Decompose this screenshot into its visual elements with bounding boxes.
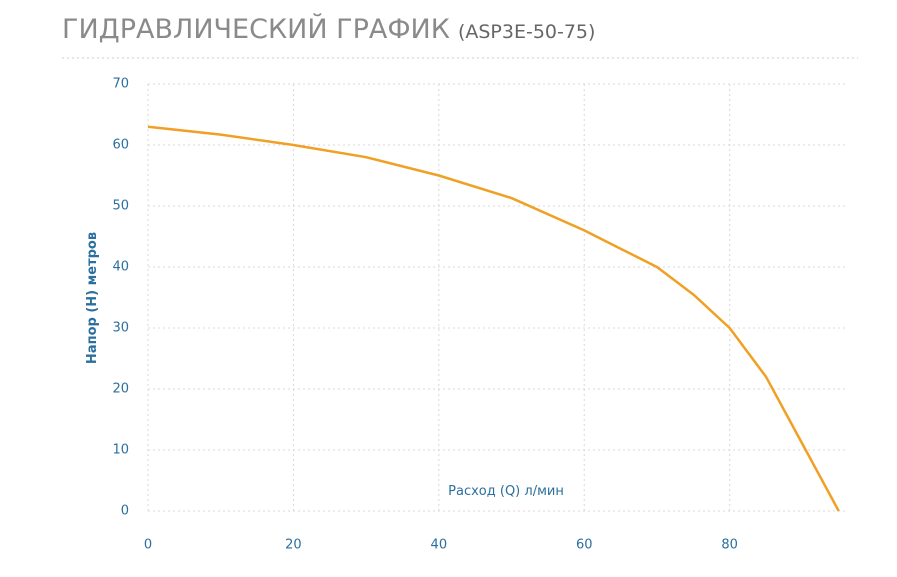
x-tick-label: 20 bbox=[285, 538, 302, 553]
y-tick-label: 10 bbox=[112, 443, 129, 458]
x-tick-label: 80 bbox=[721, 538, 738, 553]
x-tick-label: 0 bbox=[144, 538, 152, 553]
y-tick-label: 60 bbox=[112, 138, 129, 153]
chart-title: ГИДРАВЛИЧЕСКИЙ ГРАФИК (ASP3E-50-75) bbox=[62, 13, 595, 45]
line-series bbox=[147, 125, 840, 512]
title-text: ГИДРАВЛИЧЕСКИЙ ГРАФИК bbox=[62, 13, 450, 45]
subtitle: (ASP3E-50-75) bbox=[458, 21, 596, 43]
x-axis-label: Расход (Q) л/мин bbox=[448, 484, 564, 499]
x-tick-label: 40 bbox=[431, 538, 448, 553]
y-tick-label: 50 bbox=[112, 199, 129, 214]
y-tick-label: 0 bbox=[121, 504, 129, 519]
y-tick-label: 70 bbox=[112, 77, 129, 92]
y-axis-label: Напор (H) метров bbox=[85, 232, 100, 364]
x-tick-label: 60 bbox=[576, 538, 593, 553]
y-tick-label: 20 bbox=[112, 382, 129, 397]
y-tick-label: 30 bbox=[112, 321, 129, 336]
y-tick-label: 40 bbox=[112, 260, 129, 275]
